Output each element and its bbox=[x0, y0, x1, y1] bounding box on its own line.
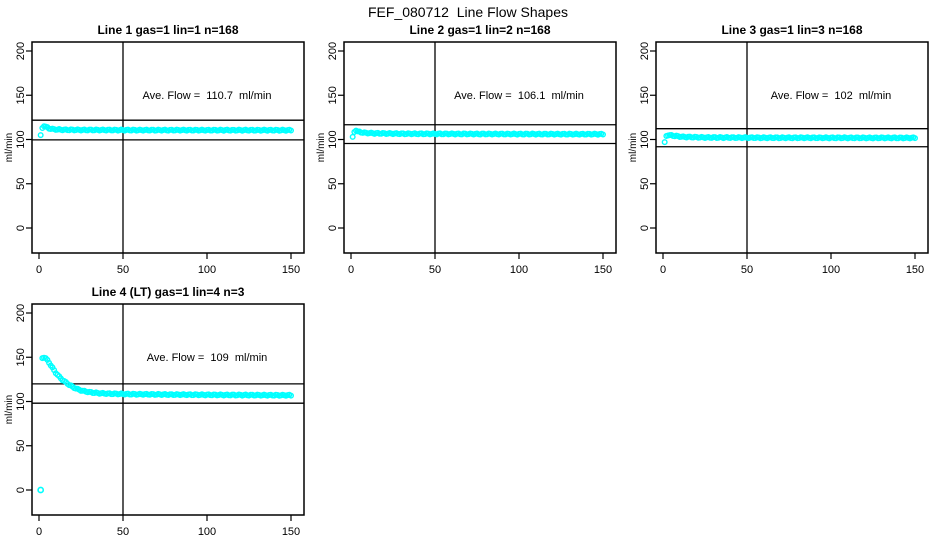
svg-text:100: 100 bbox=[15, 130, 27, 148]
svg-text:50: 50 bbox=[15, 440, 27, 452]
svg-text:100: 100 bbox=[198, 526, 216, 538]
panel-line-1-title: Line 1 gas=1 lin=1 n=168 bbox=[97, 23, 239, 37]
panel-line-3-title: Line 3 gas=1 lin=3 n=168 bbox=[721, 23, 863, 37]
svg-text:150: 150 bbox=[15, 86, 27, 104]
svg-text:100: 100 bbox=[639, 130, 651, 148]
svg-text:0: 0 bbox=[327, 225, 339, 231]
panel-line-1-chart-canvas: 0 50 100 150 0 50 100 150 200 ml/min bbox=[4, 41, 305, 276]
svg-text:0: 0 bbox=[639, 225, 651, 231]
svg-text:50: 50 bbox=[429, 264, 441, 276]
svg-text:50: 50 bbox=[117, 526, 129, 538]
panel-line-4-ave-flow-label: Ave. Flow = 109 ml/min bbox=[146, 352, 268, 364]
panel-line-2-title: Line 2 gas=1 lin=2 n=168 bbox=[409, 23, 551, 37]
panel-line-4-chart-canvas: 0 50 100 150 0 50 100 150 200 ml/min bbox=[4, 303, 305, 538]
panel-line-3: Line 3 gas=1 lin=3 n=168 0 50 100 150 0 50 100… bbox=[624, 0, 936, 276]
svg-text:150: 150 bbox=[15, 348, 27, 366]
svg-text:50: 50 bbox=[327, 178, 339, 190]
svg-text:0: 0 bbox=[348, 264, 354, 276]
figure-title: FEF_080712 Line Flow Shapes bbox=[367, 4, 568, 20]
svg-text:150: 150 bbox=[327, 86, 339, 104]
svg-text:50: 50 bbox=[117, 264, 129, 276]
svg-text:100: 100 bbox=[510, 264, 528, 276]
svg-text:50: 50 bbox=[639, 178, 651, 190]
svg-text:ml/min: ml/min bbox=[4, 133, 15, 162]
svg-text:200: 200 bbox=[15, 304, 27, 322]
panel-line-4-title: Line 4 (LT) gas=1 lin=4 n=3 bbox=[91, 285, 245, 299]
svg-text:150: 150 bbox=[906, 264, 924, 276]
svg-text:100: 100 bbox=[822, 264, 840, 276]
svg-text:150: 150 bbox=[282, 264, 300, 276]
svg-text:ml/min: ml/min bbox=[316, 133, 327, 162]
svg-text:0: 0 bbox=[36, 264, 42, 276]
svg-text:0: 0 bbox=[660, 264, 666, 276]
svg-text:150: 150 bbox=[639, 86, 651, 104]
panel-line-2: Line 2 gas=1 lin=2 n=168 0 50 100 150 0 50 100… bbox=[312, 0, 624, 276]
svg-text:150: 150 bbox=[282, 526, 300, 538]
svg-text:200: 200 bbox=[15, 42, 27, 60]
panel-line-2-ave-flow-label: Ave. Flow = 106.1 ml/min bbox=[454, 90, 584, 102]
svg-text:ml/min: ml/min bbox=[4, 395, 15, 424]
panel-line-1-ave-flow-label: Ave. Flow = 110.7 ml/min bbox=[142, 90, 272, 102]
svg-text:150: 150 bbox=[594, 264, 612, 276]
panel-line-3-ave-flow-label: Ave. Flow = 102 ml/min bbox=[770, 90, 892, 102]
svg-text:0: 0 bbox=[36, 526, 42, 538]
svg-text:50: 50 bbox=[741, 264, 753, 276]
panel-line-3-chart-canvas: 0 50 100 150 0 50 100 150 200 ml/min bbox=[628, 41, 929, 276]
svg-text:50: 50 bbox=[15, 178, 27, 190]
svg-text:200: 200 bbox=[639, 42, 651, 60]
panel-line-4: Line 4 (LT) gas=1 lin=4 n=3 0 50 100 150 0 50… bbox=[0, 262, 312, 538]
panel-line-1: Line 1 gas=1 lin=1 n=168 0 50 100 150 0 50 100… bbox=[0, 0, 312, 276]
svg-text:100: 100 bbox=[15, 392, 27, 410]
svg-text:100: 100 bbox=[198, 264, 216, 276]
svg-text:0: 0 bbox=[15, 487, 27, 493]
svg-text:0: 0 bbox=[15, 225, 27, 231]
svg-text:ml/min: ml/min bbox=[628, 133, 639, 162]
panel-line-2-chart-canvas: 0 50 100 150 0 50 100 150 200 ml/min bbox=[316, 41, 617, 276]
svg-text:100: 100 bbox=[327, 130, 339, 148]
svg-text:200: 200 bbox=[327, 42, 339, 60]
